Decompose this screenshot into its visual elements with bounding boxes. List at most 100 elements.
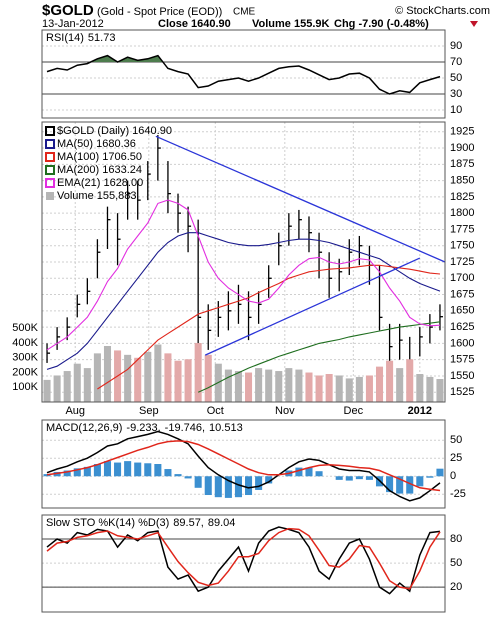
legend-label: Volume 155,883 [57, 190, 137, 202]
y-tick-label: 70 [450, 56, 462, 68]
bar [436, 379, 444, 402]
bar [174, 360, 182, 402]
series-line [46, 430, 441, 502]
bar [234, 371, 242, 402]
bar [194, 476, 202, 488]
bar [285, 368, 293, 402]
y-tick-label: 1625 [450, 321, 474, 333]
bar [265, 369, 273, 402]
bar [355, 376, 363, 402]
bar [305, 372, 313, 402]
y-tick-label: 50 [450, 557, 462, 569]
trendline [204, 257, 421, 356]
series-line [46, 54, 441, 95]
y-tick-label: 1925 [450, 126, 474, 138]
y-tick-label: 50 [450, 434, 462, 446]
legend-swatch [45, 165, 55, 175]
panel-frame [41, 419, 446, 509]
bar [345, 378, 353, 402]
trendline [155, 135, 446, 263]
bar [416, 476, 424, 487]
bar [53, 375, 61, 402]
y-tick-label: 1575 [450, 354, 474, 366]
source: © StockCharts.com [395, 5, 490, 17]
bar [144, 463, 152, 477]
bar [386, 360, 394, 402]
bar [305, 467, 313, 477]
bar [73, 468, 81, 477]
bar [245, 372, 253, 402]
y-tick-label: 1875 [450, 158, 474, 170]
bar [93, 353, 101, 402]
bar [396, 476, 404, 494]
x-tick-label: Nov [275, 405, 295, 417]
bar [365, 375, 373, 402]
bar [164, 469, 172, 477]
y-tick-label: 25 [450, 452, 462, 464]
y-tick-label: 1825 [450, 191, 474, 203]
series-line [46, 199, 441, 351]
bar [426, 476, 434, 478]
y-tick-label: 50 [450, 72, 462, 84]
y-tick-label: 1600 [450, 337, 474, 349]
bar [335, 476, 343, 480]
y-tick-label: -25 [450, 488, 466, 500]
y-tick-label: 20 [450, 581, 462, 593]
legend-swatch [45, 139, 55, 149]
bar [134, 357, 142, 402]
bar [255, 368, 263, 402]
bar [275, 371, 283, 402]
x-tick-label: Dec [344, 405, 364, 417]
panel-frame [41, 514, 446, 613]
bar [83, 368, 91, 402]
x-tick-label: 2012 [408, 405, 432, 417]
legend-label: $GOLD (Daily) 1640.90 [57, 125, 172, 137]
legend-label: MA(200) 1633.24 [57, 164, 142, 176]
bar [124, 354, 132, 402]
bar [154, 344, 162, 402]
bar [345, 476, 353, 481]
legend-swatch [45, 178, 55, 188]
bar [214, 476, 222, 498]
y-tick-label: 1725 [450, 256, 474, 268]
change: Chg -7.90 (-0.48%) [334, 18, 429, 30]
series-line [46, 440, 441, 492]
bar [375, 366, 384, 402]
y-tick-label: 0 [450, 470, 456, 482]
bar [204, 476, 212, 496]
y-tick-label: 1850 [450, 175, 474, 187]
panel-frame [41, 121, 446, 403]
subtitle: (Gold - Spot Price (EOD)) [97, 6, 222, 18]
bar [103, 346, 112, 402]
y-tick-label: 90 [450, 40, 462, 52]
bar [406, 359, 414, 402]
bar [406, 476, 414, 494]
legend-swatch [45, 126, 55, 136]
series-line [97, 264, 441, 390]
legend-label: 89.04 [208, 517, 236, 529]
bar [184, 359, 192, 402]
bar [43, 474, 51, 477]
y-tick-label: 10 [450, 104, 462, 116]
panel-title: RSI(14) [46, 32, 84, 44]
x-tick-label: Sep [139, 405, 159, 417]
volume: Volume 155.9K [252, 18, 329, 30]
down-arrow [470, 21, 478, 27]
x-tick-label: Aug [65, 405, 85, 417]
close: Close 1640.90 [158, 18, 231, 30]
legend-swatch [46, 192, 54, 200]
bar [265, 476, 273, 484]
bar [73, 363, 81, 402]
series-line [46, 527, 441, 590]
bar [134, 462, 142, 477]
y2-tick-label: 300K [12, 352, 38, 364]
y2-tick-label: 200K [12, 366, 38, 378]
legend-label: MA(50) 1680.36 [57, 138, 136, 150]
legend-label: -9.233, [126, 422, 160, 434]
y-tick-label: 1750 [450, 240, 474, 252]
panel-title: Slow STO %K(14) %D(3) [46, 517, 169, 529]
overbought-fill [47, 55, 440, 62]
bar [295, 467, 303, 477]
bar [386, 476, 394, 493]
legend-label: 51.73 [88, 32, 116, 44]
